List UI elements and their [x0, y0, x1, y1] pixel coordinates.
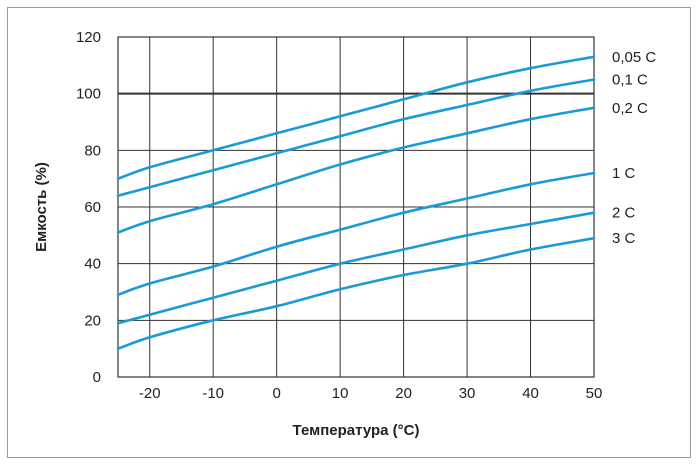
series-label: 0,1 C: [612, 72, 648, 89]
y-tick-label: 60: [84, 199, 101, 216]
x-tick-label: 30: [459, 385, 476, 402]
series-lines: [116, 55, 596, 350]
x-tick-label: 10: [332, 385, 349, 402]
y-tick-label: 40: [84, 256, 101, 273]
y-tick-label: 100: [76, 86, 101, 103]
series-line-3: [116, 106, 596, 234]
series-labels: 0,05 C 0,1 C 0,2 C 1 C 2 C 3 C: [612, 49, 656, 247]
y-tick-label: 120: [76, 29, 101, 46]
series-line-6: [116, 236, 596, 350]
x-tick-label: 20: [395, 385, 412, 402]
series-label: 0,2 C: [612, 100, 648, 117]
series-label: 3 C: [612, 230, 636, 247]
x-axis-title: Температура (°C): [293, 422, 420, 439]
y-tick-label: 0: [93, 369, 101, 386]
y-tick-label: 80: [84, 142, 101, 159]
x-tick-label: -20: [139, 385, 161, 402]
series-label: 2 C: [612, 205, 636, 222]
x-tick-label: 0: [272, 385, 280, 402]
x-tick-label: 50: [586, 385, 603, 402]
y-tick-label: 20: [84, 312, 101, 329]
y-tick-labels: 0 20 40 60 80 100 120: [76, 29, 101, 386]
series-label: 0,05 C: [612, 49, 656, 66]
series-line-2: [116, 78, 596, 197]
series-label: 1 C: [612, 165, 636, 182]
x-tick-label: 40: [522, 385, 539, 402]
series-line-1: [116, 55, 596, 180]
x-tick-labels: -20 -10 0 10 20 30 40 50: [139, 385, 602, 402]
series-line-5: [116, 211, 596, 325]
y-axis-title: Емкость (%): [33, 162, 50, 252]
x-tick-label: -10: [202, 385, 224, 402]
series-line-4: [116, 171, 596, 297]
